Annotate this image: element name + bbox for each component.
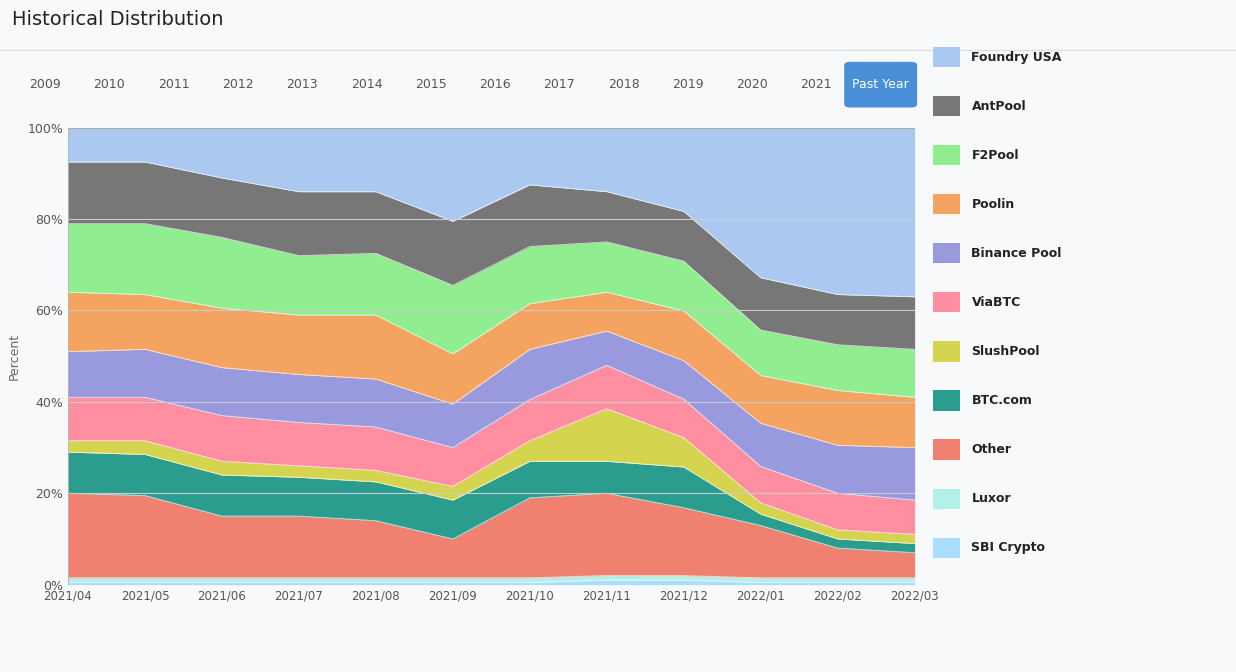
Text: 2015: 2015 <box>415 78 446 91</box>
Text: Past Year: Past Year <box>853 78 908 91</box>
Text: 2011: 2011 <box>158 78 189 91</box>
Text: Other: Other <box>971 443 1011 456</box>
Text: Luxor: Luxor <box>971 492 1011 505</box>
Text: 2010: 2010 <box>94 78 125 91</box>
Y-axis label: Percent: Percent <box>7 333 20 380</box>
Text: ViaBTC: ViaBTC <box>971 296 1021 309</box>
Text: 2012: 2012 <box>222 78 253 91</box>
Text: 2018: 2018 <box>608 78 639 91</box>
Text: AntPool: AntPool <box>971 99 1026 113</box>
Text: 2009: 2009 <box>30 78 61 91</box>
Text: 2021: 2021 <box>801 78 832 91</box>
Text: SlushPool: SlushPool <box>971 345 1039 358</box>
Text: Foundry USA: Foundry USA <box>971 50 1062 64</box>
Text: Poolin: Poolin <box>971 198 1015 211</box>
Text: 2017: 2017 <box>544 78 575 91</box>
Text: 2013: 2013 <box>287 78 318 91</box>
Text: Historical Distribution: Historical Distribution <box>12 10 224 29</box>
Text: Binance Pool: Binance Pool <box>971 247 1062 260</box>
Text: 2016: 2016 <box>480 78 510 91</box>
Text: 2019: 2019 <box>672 78 703 91</box>
Text: 2020: 2020 <box>737 78 768 91</box>
Text: 2014: 2014 <box>351 78 382 91</box>
Text: BTC.com: BTC.com <box>971 394 1032 407</box>
Text: F2Pool: F2Pool <box>971 149 1018 162</box>
Text: SBI Crypto: SBI Crypto <box>971 541 1046 554</box>
